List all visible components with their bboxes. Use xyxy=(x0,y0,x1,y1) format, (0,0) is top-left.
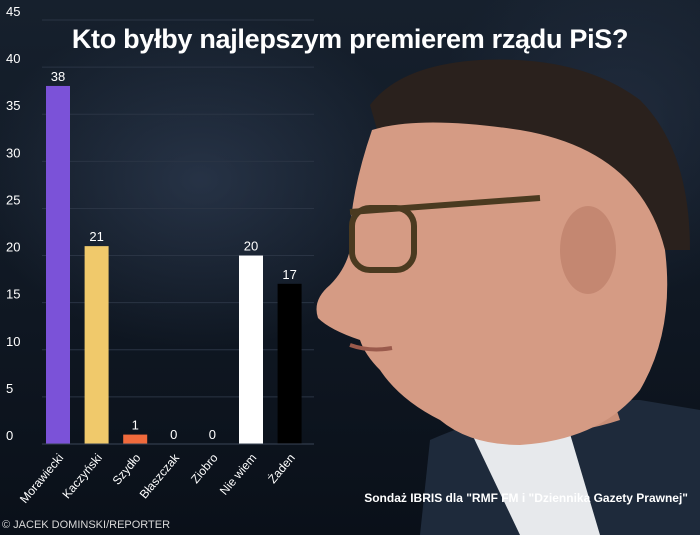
value-labels: 38 21 1 0 0 20 17 xyxy=(51,69,297,442)
bars xyxy=(46,85,302,444)
category-label: Morawiecki xyxy=(17,451,66,506)
hair-shape xyxy=(370,59,690,250)
y-tick-label: 30 xyxy=(6,145,20,160)
value-label: 20 xyxy=(244,239,258,254)
value-label: 17 xyxy=(282,267,296,282)
face-shape xyxy=(316,122,668,445)
y-tick-label: 20 xyxy=(6,240,20,255)
bar xyxy=(277,283,302,444)
bar xyxy=(239,255,263,444)
glasses-lens xyxy=(349,205,417,273)
y-tick-label: 5 xyxy=(6,381,13,396)
bar xyxy=(46,85,70,444)
value-label: 38 xyxy=(51,69,65,84)
value-label: 0 xyxy=(170,427,177,442)
category-label: Nie wiem xyxy=(217,451,259,498)
y-tick-label: 25 xyxy=(6,192,20,207)
grid-lines xyxy=(42,19,314,445)
category-label: Ziobro xyxy=(188,451,221,486)
category-label: Błaszczak xyxy=(137,450,183,501)
chart-title: Kto byłby najlepszym premierem rządu PiS… xyxy=(71,24,629,54)
y-tick-label: 15 xyxy=(6,287,20,302)
bar xyxy=(84,246,109,444)
value-label: 1 xyxy=(132,418,139,433)
y-tick-label: 0 xyxy=(6,428,13,443)
y-tick-label: 10 xyxy=(6,334,20,349)
y-tick-label: 35 xyxy=(6,98,20,113)
value-label: 21 xyxy=(89,229,103,244)
y-tick-label: 40 xyxy=(6,51,20,66)
y-tick-label: 45 xyxy=(6,4,20,19)
value-label: 0 xyxy=(209,427,216,442)
ear-shape xyxy=(560,206,616,294)
y-axis-ticks: 0 5 10 15 20 25 30 35 40 45 xyxy=(6,4,20,443)
photo-credit: © JACEK DOMINSKI/REPORTER xyxy=(2,519,171,531)
category-label: Szydło xyxy=(110,451,144,488)
category-label: Żaden xyxy=(265,451,298,486)
bar xyxy=(123,434,148,444)
source-note: Sondaż IBRIS dla "RMF FM i "Dziennika Ga… xyxy=(364,491,688,505)
category-label: Kaczyński xyxy=(59,451,104,501)
mouth-shape xyxy=(349,343,393,352)
